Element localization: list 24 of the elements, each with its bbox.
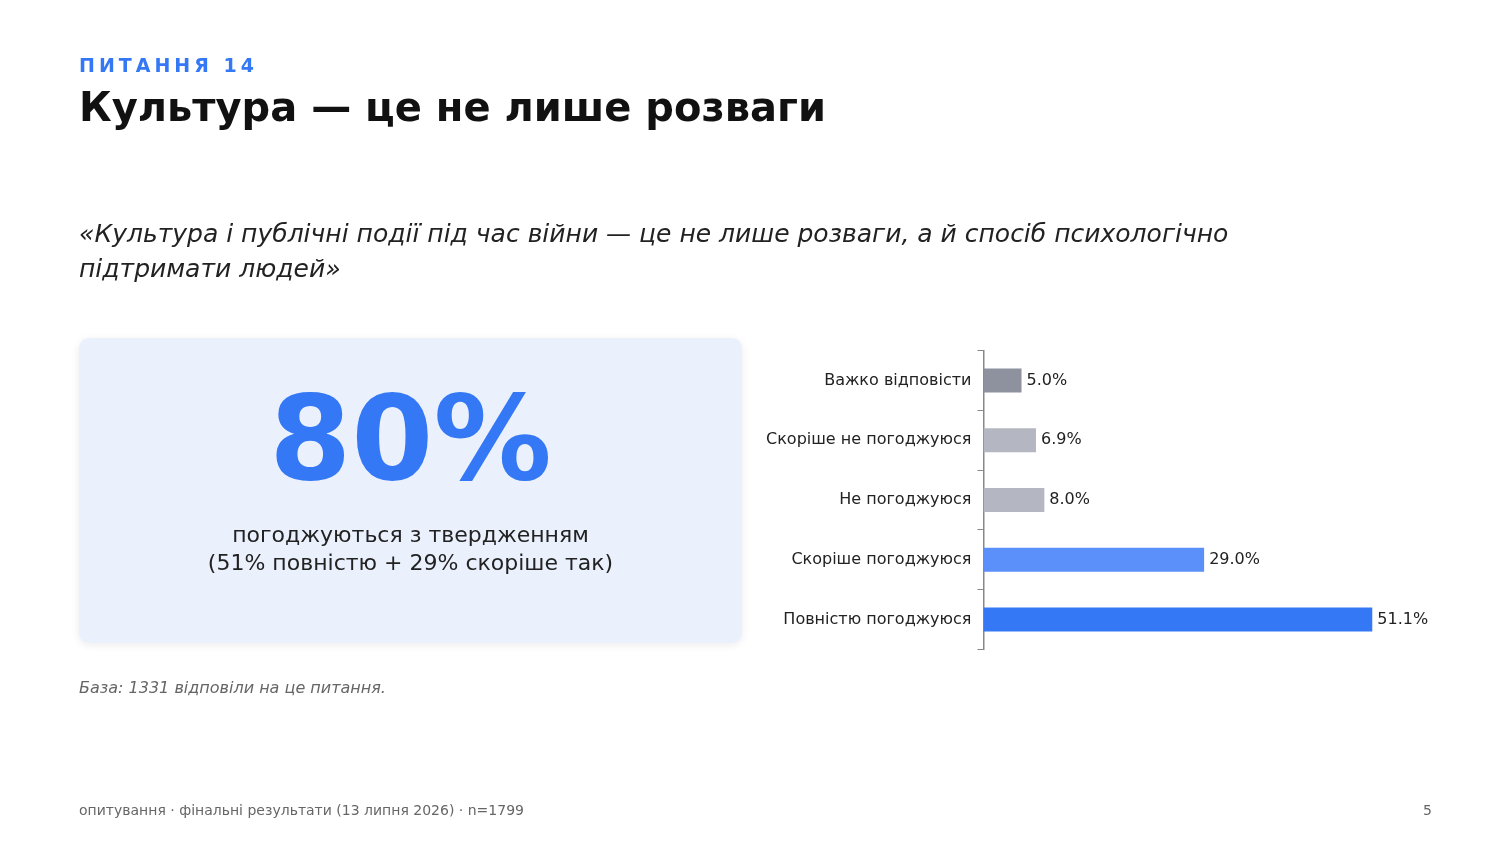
y-tick-label: Повністю погоджуюся: [783, 608, 972, 628]
data-label: 5.0%: [1026, 369, 1068, 389]
text: «Культура і публічні події під час війни — це не лише розваги, а й спосіб психологічно підтримати людей»: [79, 218, 1230, 285]
text: 5: [1423, 802, 1432, 818]
y-tick-label: Не погоджуюся: [839, 489, 972, 509]
data-label: 51.1%: [1377, 608, 1429, 628]
text: ПИТАННЯ 14: [79, 54, 258, 76]
text: опитування · фінальні результати (13 липня 2026) · n=1799: [79, 802, 524, 818]
bar: [983, 547, 1205, 572]
text: Культура — це не лише розваги: [79, 84, 826, 130]
text: погоджуються з твердженням: [231, 522, 590, 547]
text: (51% повністю + 29% скоріше так): [206, 550, 615, 575]
bar: [983, 368, 1022, 393]
bar: [983, 607, 1373, 632]
y-tick-label: Скоріше погоджуюся: [791, 548, 972, 568]
bar: [983, 428, 1036, 453]
text: База: 1331 відповіли на це питання.: [79, 678, 386, 697]
y-tick-label: Важко відповісти: [824, 369, 972, 389]
data-label: 8.0%: [1049, 489, 1090, 509]
data-label: 6.9%: [1040, 429, 1082, 449]
text: 80%: [268, 369, 553, 507]
bar: [983, 488, 1045, 512]
data-label: 29.0%: [1209, 548, 1260, 568]
y-tick-label: Скоріше не погоджуюся: [766, 429, 972, 449]
